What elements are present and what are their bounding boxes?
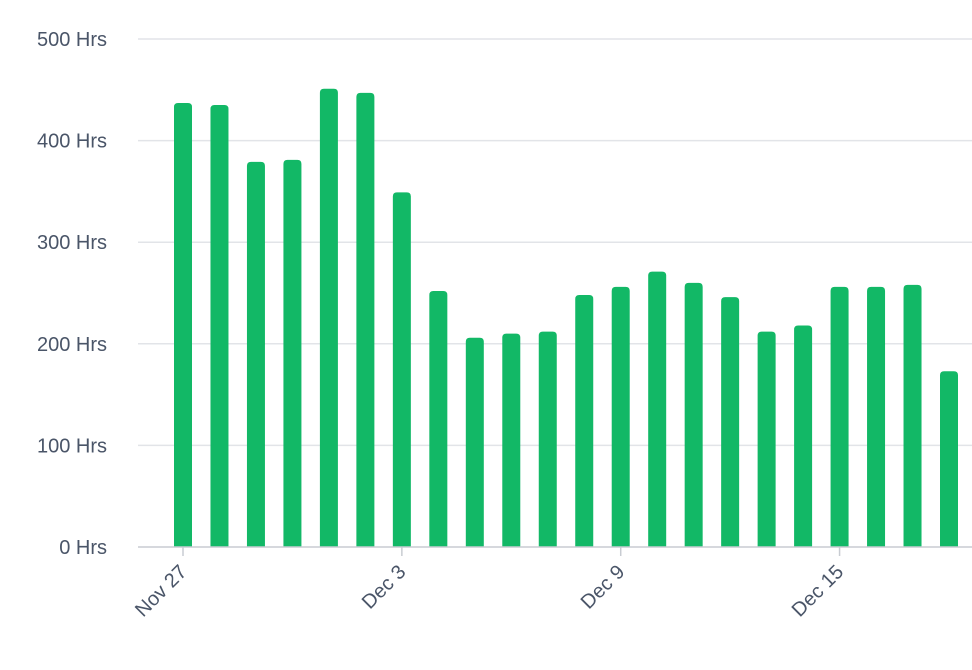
bar[interactable]: Dec 15: 256 — [830, 286, 849, 547]
y-tick-label: 400 Hrs — [37, 131, 107, 153]
bar[interactable]: Nov 30: 381 — [283, 159, 302, 548]
bar[interactable]: Dec 5: 206 — [465, 337, 484, 547]
x-tick-label: Dec 15 — [788, 561, 848, 621]
x-tick-label: Dec 3 — [358, 561, 411, 614]
bar[interactable]: Dec 17: 258 — [903, 284, 922, 547]
bar[interactable]: Dec 10: 271 — [648, 271, 667, 547]
bar[interactable]: Dec 18: 173 — [940, 371, 958, 547]
y-tick-label: 300 Hrs — [37, 232, 107, 254]
y-tick-label: 500 Hrs — [37, 29, 107, 51]
bar[interactable]: Dec 8: 248 — [575, 295, 594, 547]
bar[interactable]: Dec 16: 256 — [867, 286, 886, 547]
x-tick-label: Dec 9 — [577, 561, 630, 614]
x-tick-label: Nov 27 — [131, 561, 191, 621]
y-tick-label: 100 Hrs — [37, 435, 107, 457]
bar[interactable]: Dec 13: 212 — [757, 331, 776, 547]
bar[interactable]: Dec 2: 447 — [356, 92, 375, 548]
y-tick-label: 200 Hrs — [37, 334, 107, 356]
bar[interactable]: Dec 4: 252 — [429, 290, 448, 547]
bar[interactable]: Dec 11: 260 — [684, 282, 703, 547]
bar[interactable]: Nov 27: 437 — [174, 103, 192, 548]
bar[interactable]: Dec 1: 451 — [319, 88, 338, 547]
y-tick-label: 0 Hrs — [59, 537, 107, 559]
bar[interactable]: Dec 3: 349 — [392, 192, 411, 547]
bar[interactable]: Dec 14: 218 — [794, 325, 813, 547]
bar[interactable]: Dec 12: 246 — [721, 297, 740, 547]
bar[interactable]: Nov 29: 379 — [246, 161, 265, 547]
bar[interactable]: Nov 28: 435 — [210, 105, 229, 547]
bar[interactable]: Dec 6: 210 — [502, 333, 521, 547]
bar[interactable]: Dec 7: 212 — [538, 331, 557, 547]
bar[interactable]: Dec 9: 256 — [611, 286, 630, 547]
